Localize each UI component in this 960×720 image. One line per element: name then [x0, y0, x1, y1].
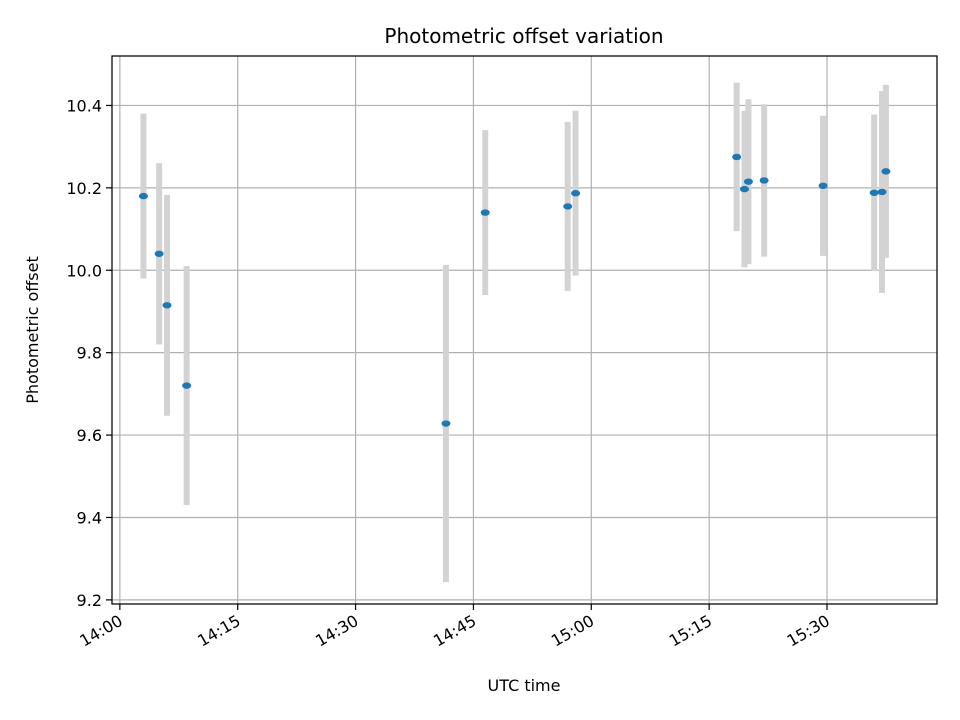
y-tick-label: 9.8 [77, 344, 102, 363]
y-tick-label: 10.2 [66, 179, 102, 198]
data-point [182, 382, 192, 389]
y-tick-label: 10.4 [66, 96, 102, 115]
y-tick-label: 9.2 [77, 591, 102, 610]
data-point [881, 168, 891, 175]
x-axis-label: UTC time [488, 676, 561, 695]
y-tick-label: 10.0 [66, 261, 102, 280]
data-point [743, 178, 753, 185]
chart-title: Photometric offset variation [384, 24, 663, 48]
data-point [732, 153, 742, 161]
y-axis-label: Photometric offset [23, 256, 42, 404]
data-point [759, 177, 769, 184]
plot-frame [111, 55, 938, 605]
y-axis: 9.2 9.4 9.6 9.8 10.0 10.2 10.4 [66, 96, 112, 610]
data-point [138, 192, 148, 200]
data-point [571, 190, 581, 197]
data-point [154, 250, 164, 257]
y-tick-label: 9.4 [77, 508, 102, 527]
y-tick-label: 9.6 [77, 426, 102, 445]
data-point [877, 188, 887, 196]
data-point [441, 420, 451, 427]
data-points [138, 153, 891, 427]
data-point [818, 182, 828, 189]
data-point [869, 189, 879, 196]
data-point [740, 185, 749, 193]
grid [112, 56, 937, 604]
data-point [162, 302, 172, 309]
data-point [480, 209, 490, 216]
data-point [563, 203, 573, 210]
